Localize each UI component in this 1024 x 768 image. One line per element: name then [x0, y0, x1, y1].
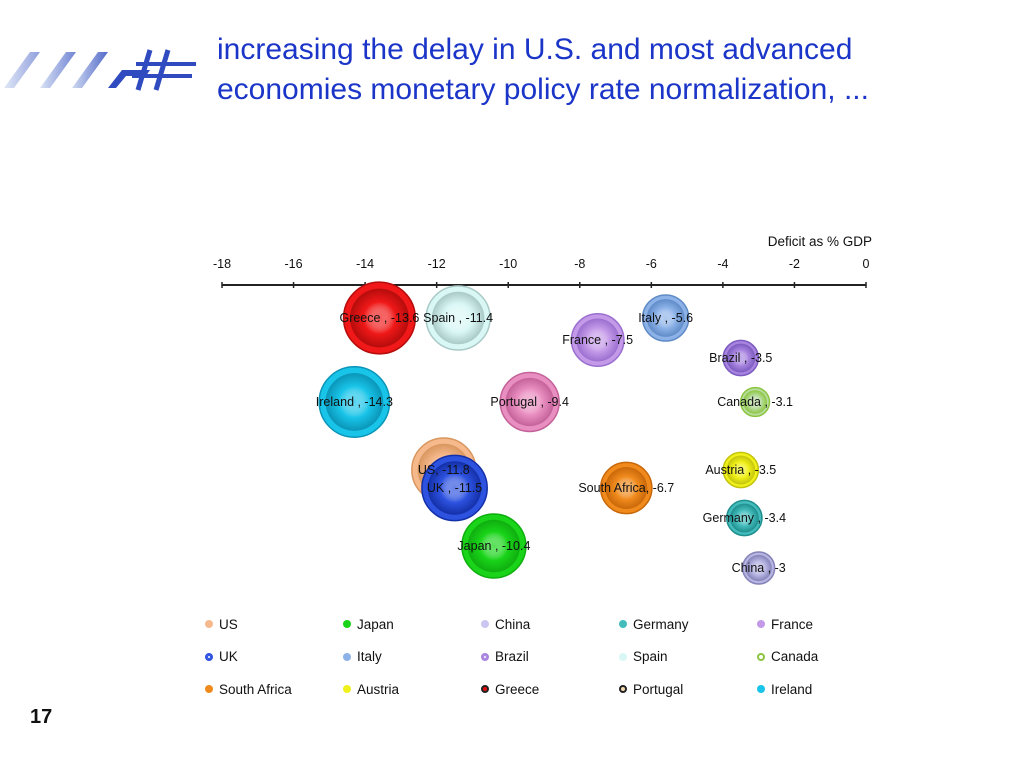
legend-item: UK	[205, 641, 343, 674]
legend-label: Austria	[357, 681, 400, 697]
legend-item: Italy	[343, 641, 481, 674]
bubble-shading	[646, 299, 685, 337]
x-axis-ticks: -18 -16 -14 -12 -10 -8 -6 -4 -2 0	[213, 257, 870, 288]
bubble-data-label: Italy , -5.6	[638, 311, 693, 325]
bubble-shading	[726, 343, 756, 373]
legend-marker-icon	[343, 652, 351, 661]
bubble-data-label: US, -11.8	[418, 463, 470, 477]
legend-label: UK	[219, 649, 238, 665]
bubble-data-label: Greece , -13.6	[339, 311, 419, 325]
bubble-shading	[350, 288, 409, 348]
x-axis-label: Deficit as % GDP	[768, 234, 872, 249]
legend-item: Ireland	[757, 673, 895, 706]
bubble-shading	[745, 554, 772, 582]
bubble-data-label: Germany , -3.4	[703, 511, 786, 525]
chart-legend: US Japan China Germany France UK Italy Brazil Sp…	[205, 608, 905, 704]
legend-item: Portugal	[619, 673, 757, 706]
bubble-chart: Deficit as % GDP -18 -16 -14 -12 -10 -8 -6 -4 -2…	[213, 234, 872, 585]
bubble-shading	[325, 373, 384, 431]
legend-item: Canada	[757, 641, 895, 674]
x-tick-label: -10	[499, 257, 517, 271]
legend-label: France	[771, 616, 814, 632]
legend-label: Brazil	[495, 649, 529, 665]
legend-marker-icon	[619, 652, 627, 661]
stylized-slash-and-hash-logo-icon	[4, 49, 196, 91]
bubble-data-label: Brazil , -3.5	[709, 351, 772, 365]
legend-marker-icon	[619, 620, 627, 629]
page-number: 17	[30, 706, 53, 728]
slide-title: increasing the delay in U.S. and most ad…	[217, 30, 1007, 110]
bubble-shading	[726, 455, 756, 485]
legend-item: China	[481, 608, 619, 641]
x-tick-label: -8	[574, 257, 585, 271]
slide-title-line-1: increasing the delay in U.S. and most ad…	[217, 33, 853, 66]
slide-title-line-2: economies monetary policy rate normaliza…	[217, 73, 869, 106]
bubble-data-label: China , -3	[732, 561, 786, 575]
bubble-data-label: Austria , -3.5	[705, 463, 776, 477]
bubble-data-label: Spain , -11.4	[423, 311, 493, 325]
legend-marker-icon	[481, 652, 489, 661]
legend-marker-icon	[619, 685, 627, 694]
legend-label: Italy	[357, 649, 382, 665]
bubble-shading	[427, 461, 482, 515]
legend-label: Ireland	[771, 681, 813, 697]
legend-marker-icon	[757, 685, 765, 694]
bubble-data-label: UK , -11.5	[427, 481, 482, 495]
legend-item: Austria	[343, 673, 481, 706]
x-tick-label: -4	[717, 257, 728, 271]
legend-marker-icon	[205, 620, 213, 629]
x-tick-label: 0	[863, 257, 870, 271]
legend-item: Spain	[619, 641, 757, 674]
legend-label: Spain	[633, 649, 668, 665]
bubble-labels: US, -11.8 Japan , -10.4 China , -3 Germany …	[316, 311, 793, 575]
legend-item: Japan	[343, 608, 481, 641]
x-tick-label: -2	[789, 257, 800, 271]
legend-marker-icon	[205, 685, 213, 694]
legend-label: South Africa	[219, 681, 292, 697]
bubble-shading	[605, 467, 648, 509]
legend-item: US	[205, 608, 343, 641]
x-tick-label: -12	[428, 257, 446, 271]
bubble-shading	[431, 291, 485, 345]
bubbles	[318, 281, 776, 585]
bubble-data-label: Ireland , -14.3	[316, 395, 393, 409]
legend-label: Canada	[771, 649, 819, 665]
legend-marker-icon	[757, 620, 765, 629]
legend-label: Greece	[495, 681, 540, 697]
legend-label: Portugal	[633, 681, 684, 697]
bubble-shading	[576, 318, 620, 362]
legend-label: Germany	[633, 616, 689, 632]
bubble-data-label: Canada , -3.1	[717, 395, 793, 409]
legend-item: Brazil	[481, 641, 619, 674]
bubble-data-label: France , -7.5	[562, 333, 633, 347]
legend-marker-icon	[343, 685, 351, 694]
x-tick-label: -18	[213, 257, 231, 271]
legend-marker-icon	[481, 620, 489, 629]
legend-item: France	[757, 608, 895, 641]
legend-label: Japan	[357, 616, 394, 632]
legend-item: Greece	[481, 673, 619, 706]
bubble-shading	[505, 377, 554, 427]
legend-item: Germany	[619, 608, 757, 641]
logo	[0, 40, 200, 98]
bubble-data-label: Japan , -10.4	[457, 539, 530, 553]
legend-label: China	[495, 616, 531, 632]
legend-item: South Africa	[205, 673, 343, 706]
legend-label: US	[219, 616, 238, 632]
bubble-data-label: South Africa, -6.7	[578, 481, 674, 495]
bubble-shading	[743, 390, 767, 414]
x-tick-label: -14	[356, 257, 374, 271]
legend-marker-icon	[205, 652, 213, 661]
bubble-shading	[467, 519, 521, 573]
bubble-data-label: Portugal , -9.4	[490, 395, 569, 409]
x-tick-label: -6	[646, 257, 657, 271]
legend-marker-icon	[481, 685, 489, 694]
legend-marker-icon	[343, 620, 351, 629]
bubble-shading	[729, 503, 759, 533]
legend-marker-icon	[757, 652, 765, 661]
x-tick-label: -16	[285, 257, 303, 271]
